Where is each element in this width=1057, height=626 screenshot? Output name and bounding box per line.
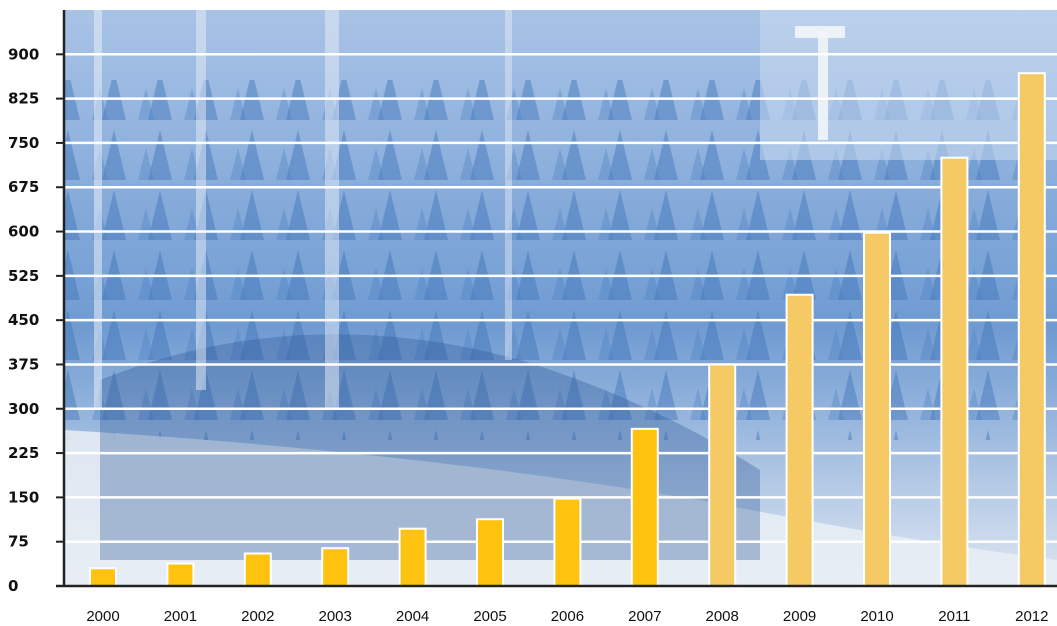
bar-2012 <box>1017 72 1046 588</box>
x-tick-label: 2001 <box>164 608 197 625</box>
bar-2005 <box>476 518 504 588</box>
bar-2001 <box>166 562 195 588</box>
y-tick-label: 525 <box>8 267 39 285</box>
axes <box>56 10 1057 588</box>
bar-2008 <box>708 363 737 588</box>
x-tick-label: 2002 <box>241 608 274 625</box>
y-tick-label: 300 <box>8 400 39 418</box>
bar-2006 <box>553 497 582 588</box>
x-tick-label: 2011 <box>938 608 970 625</box>
x-tick-label: 2012 <box>1015 608 1048 625</box>
bar-2000 <box>89 567 117 587</box>
y-tick-label: 900 <box>8 45 39 63</box>
bar-2004 <box>398 527 427 587</box>
y-tick-label: 150 <box>8 488 39 506</box>
y-tick-label: 825 <box>8 90 39 108</box>
x-tick-label: 2007 <box>628 608 661 625</box>
y-axis-ticks: 0 75 150 225 300 375 450 525 600 675 750 825 900 <box>8 45 64 595</box>
y-tick-label: 600 <box>8 223 39 241</box>
y-tick-label: 0 <box>8 577 18 595</box>
y-tick-label: 75 <box>8 533 29 551</box>
bar-2002 <box>243 552 272 587</box>
x-tick-label: 2010 <box>860 608 893 625</box>
x-axis-labels: 2000 2001 2002 2003 2004 2005 2006 2007 2008 2009… <box>86 608 1048 625</box>
bars <box>89 72 1046 588</box>
bar-2010 <box>863 231 891 587</box>
y-tick-label: 225 <box>8 444 39 462</box>
y-tick-label: 675 <box>8 178 39 196</box>
bar-2007 <box>630 427 659 587</box>
bar-2011 <box>940 156 969 587</box>
y-tick-label: 375 <box>8 355 39 373</box>
y-tick-label: 450 <box>8 311 39 329</box>
x-tick-label: 2000 <box>86 608 119 625</box>
x-tick-label: 2003 <box>319 608 352 625</box>
gridlines <box>64 53 1057 543</box>
x-tick-label: 2005 <box>473 608 506 625</box>
bar-2003 <box>321 547 350 588</box>
x-tick-label: 2004 <box>396 608 429 625</box>
bar-2009 <box>785 293 814 587</box>
x-tick-label: 2009 <box>783 608 816 625</box>
y-tick-label: 750 <box>8 134 39 152</box>
x-tick-label: 2008 <box>706 608 739 625</box>
x-tick-label: 2006 <box>551 608 584 625</box>
